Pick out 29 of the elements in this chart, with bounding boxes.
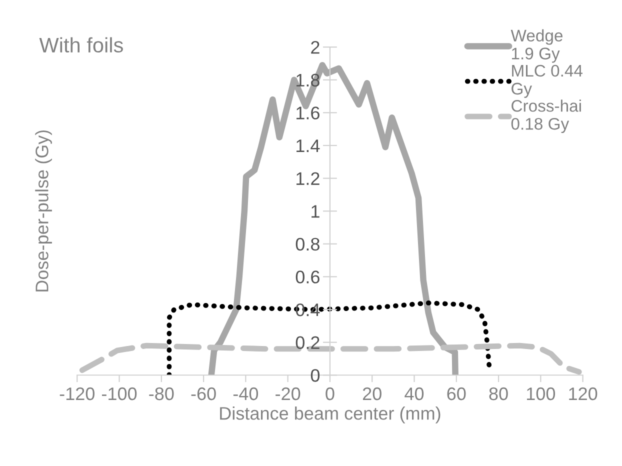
y-tick-label: 1.4 (296, 140, 320, 152)
x-tick-label: -100 (102, 387, 137, 400)
legend-label: Cross-hai 0.18 Gy (511, 100, 581, 134)
x-axis-title: Distance beam center (mm) (220, 406, 440, 424)
y-tick-label: 0.2 (296, 336, 320, 350)
y-tick-label: 1.2 (296, 172, 320, 185)
y-tick-label: 0.8 (296, 238, 320, 251)
y-tick-label: 0 (310, 369, 320, 382)
x-tick-label: -60 (191, 387, 216, 400)
x-tick-label: 80 (489, 387, 508, 400)
y-axis-title: Dose-per-pulse (Gy) (35, 130, 52, 292)
y-tick-label: 1 (312, 205, 320, 218)
x-tick-label: 40 (404, 387, 424, 400)
x-tick-label: -40 (233, 387, 258, 400)
x-tick-label: 20 (362, 387, 382, 400)
chart-title: With foils (39, 37, 123, 53)
y-tick-label: 1.8 (296, 74, 320, 87)
y-tick-label: 1.6 (296, 106, 320, 120)
legend-label: MLC 0.44 Gy (512, 64, 582, 98)
x-tick-label: -120 (60, 387, 94, 400)
x-tick-label: -80 (149, 387, 174, 400)
x-tick-label: -20 (276, 387, 300, 400)
x-tick-label: 120 (569, 387, 598, 400)
x-tick-label: 60 (447, 387, 466, 400)
x-tick-label: 0 (326, 387, 334, 400)
x-tick-label: 100 (526, 387, 556, 400)
y-tick-label: 0.6 (296, 270, 320, 284)
legend-label: Wedge 1.9 Gy (510, 29, 563, 63)
y-tick-label: 2 (311, 41, 320, 54)
